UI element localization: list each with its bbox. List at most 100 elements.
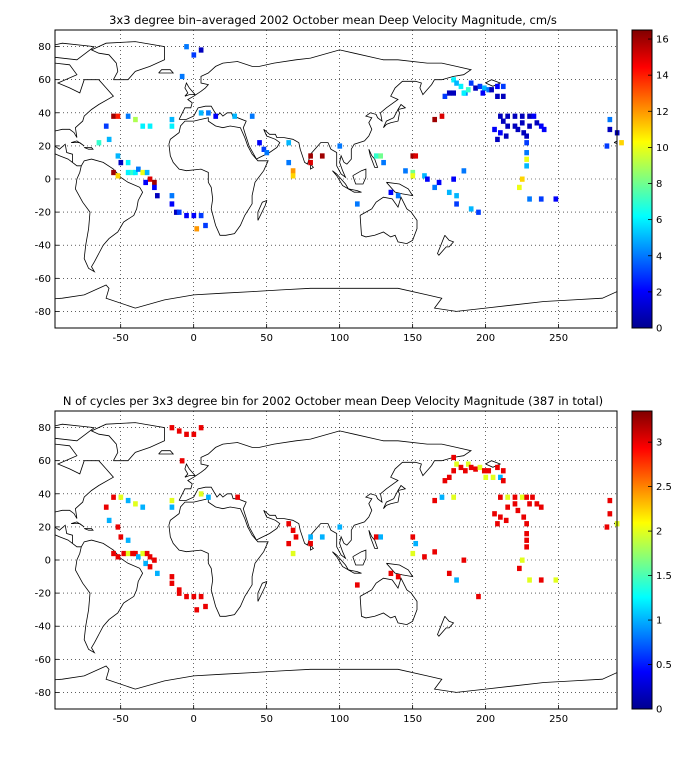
coastline	[386, 181, 414, 197]
bin-cell	[619, 140, 624, 146]
bin-cell	[213, 113, 219, 119]
bin-cell	[439, 113, 445, 119]
bin-cell	[473, 85, 478, 91]
bin-cell	[290, 173, 296, 179]
bin-cell	[308, 540, 313, 547]
x-tick-label: 100	[330, 714, 349, 725]
bin-cell	[607, 497, 613, 504]
colorbar	[631, 29, 653, 329]
bin-cell	[505, 113, 511, 119]
chart-title: N of cycles per 3x3 degree bin for 2002 …	[63, 394, 603, 408]
bin-cell	[512, 113, 518, 119]
bin-cell	[486, 468, 492, 474]
bin-cell	[515, 507, 521, 514]
bin-cell	[451, 454, 456, 461]
y-tick-label: -80	[35, 307, 51, 318]
x-tick-label: 0	[190, 333, 196, 344]
coastline	[178, 430, 472, 560]
bin-cell	[395, 574, 401, 580]
bin-cell	[308, 159, 313, 166]
bin-cell	[486, 87, 492, 93]
bin-cell	[191, 593, 197, 600]
coastline	[383, 103, 407, 128]
bin-cell	[136, 554, 141, 560]
colorbar-tick-label: 4	[656, 251, 662, 262]
bin-cell	[337, 524, 343, 530]
colorbar-tick-label: 0	[656, 705, 662, 716]
bin-cell	[378, 534, 384, 540]
y-tick-label: -20	[35, 589, 51, 600]
bin-cell	[191, 431, 197, 437]
coastline	[55, 42, 95, 61]
bin-cell	[524, 521, 529, 527]
bin-cell	[373, 153, 379, 159]
bin-cell	[604, 524, 610, 530]
bin-cell	[500, 83, 506, 90]
coastline	[352, 168, 367, 185]
coastline	[55, 443, 144, 654]
bin-cell	[461, 557, 467, 563]
bin-cell	[607, 116, 613, 123]
bin-cell	[319, 153, 325, 159]
bin-cell	[130, 550, 135, 557]
bin-cell	[519, 176, 525, 182]
bin-cell	[538, 123, 544, 129]
bin-cell	[198, 491, 204, 497]
bin-cell	[436, 179, 442, 186]
bin-cell	[308, 534, 313, 540]
bin-cell	[495, 521, 500, 527]
y-tick-label: 60	[38, 456, 51, 467]
bin-cell	[308, 153, 313, 159]
bin-cell	[337, 143, 343, 149]
bin-cell	[143, 560, 148, 567]
bin-cell	[607, 511, 613, 517]
bin-cell	[530, 494, 535, 500]
bin-cell	[468, 206, 474, 212]
bin-cell	[395, 193, 401, 199]
bin-cell	[495, 83, 500, 90]
y-tick-label: 0	[45, 556, 51, 567]
coastline	[257, 199, 268, 221]
colorbar-tick-label: 14	[656, 71, 669, 82]
bin-cell	[111, 169, 116, 176]
bin-cell	[147, 564, 153, 570]
bin-cell	[198, 110, 204, 116]
bin-cell	[541, 126, 547, 133]
x-tick-label: 0	[190, 714, 196, 725]
bin-cell	[191, 212, 197, 219]
bin-cell	[446, 570, 452, 577]
bin-cell	[465, 87, 471, 93]
axis-ticks: -50 0 50 100 150 200 250 -80 -60 -40 -20 0 20 40 60 80	[35, 423, 569, 725]
bin-cell	[442, 93, 448, 100]
axis-ticks: -50 0 50 100 150 200 250 -80 -60 -40 -20 0 20 40 60 80	[35, 42, 569, 344]
y-tick-label: -80	[35, 688, 51, 699]
bin-cell	[381, 159, 386, 166]
y-tick-label: -20	[35, 208, 51, 219]
coastline	[184, 463, 196, 478]
bin-cell	[249, 113, 255, 119]
bin-cell	[527, 577, 532, 583]
bin-cell	[527, 196, 532, 202]
colorbar-tick-label: 16	[656, 35, 669, 46]
bin-cell	[512, 494, 518, 500]
colorbar-tick-label: 1	[656, 616, 662, 627]
bin-cell	[519, 120, 525, 126]
bin-cell	[176, 209, 182, 215]
bin-cell	[198, 593, 204, 600]
bin-cell	[133, 169, 138, 176]
bin-cell	[103, 504, 109, 510]
x-tick-label: -50	[113, 714, 129, 725]
bin-cell	[106, 517, 112, 524]
bin-cell	[454, 80, 459, 86]
bin-cell	[147, 554, 153, 560]
bin-cell	[490, 474, 496, 481]
bin-cell	[169, 574, 175, 580]
coastline	[310, 544, 315, 551]
x-tick-label: 200	[476, 333, 495, 344]
bin-cell	[505, 494, 511, 500]
bin-cell	[410, 534, 416, 540]
grid-lines	[55, 30, 617, 328]
coastlines	[55, 41, 617, 312]
bin-cell	[524, 150, 529, 156]
bin-cell	[458, 83, 464, 90]
